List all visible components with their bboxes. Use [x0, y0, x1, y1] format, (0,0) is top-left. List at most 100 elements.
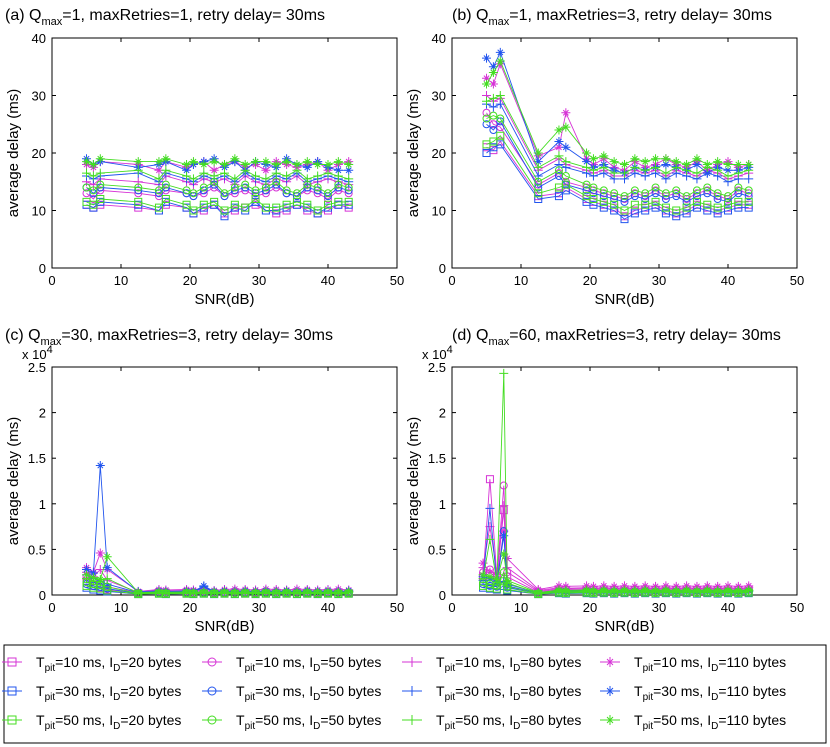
data-point-shape [182, 165, 192, 175]
data-point [713, 192, 722, 201]
data-point [485, 572, 495, 582]
data-point-shape [734, 197, 743, 206]
data-point-shape [95, 548, 105, 558]
data-point-shape [199, 160, 209, 169]
data-point [554, 151, 564, 161]
data-point-shape [182, 587, 192, 597]
data-point [261, 165, 271, 175]
data-point-shape [620, 197, 629, 206]
data-point [89, 200, 98, 209]
data-point-shape [210, 197, 219, 206]
data-point [703, 200, 712, 209]
data-point [209, 171, 219, 181]
data-point [261, 157, 271, 167]
data-point-shape [554, 166, 563, 175]
data-point-shape [344, 160, 354, 169]
data-point [220, 189, 229, 198]
data-point [496, 114, 505, 123]
panel-d: (d) Qmax=60, maxRetries=3, retry delay= … [405, 327, 804, 635]
data-point-shape [344, 165, 354, 175]
legend-marker-shape [407, 715, 417, 725]
data-point [272, 177, 281, 186]
data-point-shape [344, 197, 353, 206]
data-point-shape [630, 200, 639, 209]
data-point-shape [133, 165, 143, 175]
y-axis-label: average delay (ms) [5, 89, 22, 217]
legend-I-sub: D [513, 692, 520, 703]
data-point-shape [95, 460, 105, 470]
series-10 [82, 177, 353, 198]
y-tick-label: 2 [439, 406, 446, 421]
data-point [630, 186, 639, 195]
series-7 [482, 99, 754, 187]
data-point [271, 168, 281, 178]
data-point-shape [95, 574, 105, 584]
series-10 [82, 578, 353, 598]
data-point-shape [189, 189, 198, 198]
data-point [82, 197, 91, 206]
data-point [495, 56, 505, 66]
data-point [333, 157, 343, 167]
data-point-shape [554, 151, 564, 161]
data-point-shape [482, 149, 491, 157]
data-point [620, 168, 629, 178]
data-point [88, 568, 98, 578]
series-line [482, 485, 749, 592]
data-point-shape [554, 137, 564, 146]
data-point [334, 180, 343, 189]
legend-label: Tpit=30 ms, ID=20 bytes [36, 683, 181, 703]
data-point [478, 570, 488, 580]
data-point [324, 195, 332, 203]
data-point-shape [561, 157, 571, 167]
data-point-shape [154, 186, 163, 195]
x-axis-label: SNR(dB) [594, 618, 654, 635]
data-point-shape [485, 567, 495, 577]
data-point-shape [682, 192, 691, 201]
data-point-shape [641, 192, 650, 201]
data-point [502, 575, 512, 585]
legend-marker [7, 686, 17, 696]
data-point [661, 160, 671, 169]
data-point-shape [161, 180, 170, 189]
legend-marker-shape [7, 715, 17, 725]
data-point [651, 183, 660, 192]
series-9 [482, 131, 753, 215]
data-point [324, 189, 332, 198]
data-point [88, 171, 98, 181]
data-point-shape [261, 186, 270, 195]
data-point [95, 154, 105, 164]
data-point [734, 183, 743, 192]
data-point-shape [302, 174, 312, 184]
data-point-shape [230, 174, 240, 184]
data-point [496, 117, 505, 126]
data-point-shape [554, 142, 564, 152]
data-point [651, 186, 660, 195]
data-point-shape [251, 587, 261, 597]
x-tick-label: 50 [790, 273, 804, 288]
data-point-shape [199, 581, 209, 591]
data-point-shape [609, 585, 619, 595]
data-point-shape [230, 189, 239, 198]
data-point-shape [744, 585, 754, 595]
series-line [482, 505, 749, 591]
data-point [734, 189, 743, 198]
data-point-shape [282, 200, 291, 209]
series-2 [479, 481, 753, 596]
data-point-shape [199, 168, 209, 178]
data-point [199, 200, 208, 209]
data-point [561, 122, 571, 132]
data-point [271, 160, 281, 169]
data-point-shape [134, 197, 143, 206]
data-point-shape [554, 160, 564, 169]
data-point-shape [241, 186, 250, 195]
axes-box [451, 366, 798, 596]
data-point [499, 501, 509, 511]
data-point-shape [292, 192, 301, 201]
data-point [713, 157, 723, 167]
data-point [102, 563, 112, 573]
data-point [620, 585, 629, 595]
data-point-shape [292, 587, 302, 597]
legend-I-sub: D [313, 692, 320, 703]
x-tick-label: 50 [390, 273, 404, 288]
data-point-shape [723, 171, 733, 181]
